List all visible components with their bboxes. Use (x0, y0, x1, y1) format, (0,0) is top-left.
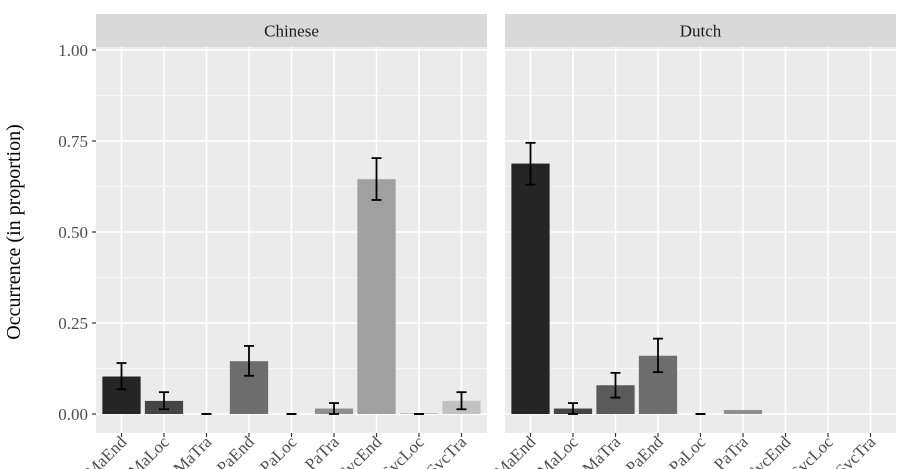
x-tick-label: PaTra (301, 432, 343, 469)
y-axis-label: Occurrence (in proportion) (3, 124, 25, 339)
y-tick-label: 1.00 (58, 41, 88, 60)
x-tick-label: MaTra (579, 432, 625, 469)
facet-strip (96, 14, 487, 47)
error-bar (329, 402, 339, 415)
facet-strip-label: Dutch (680, 22, 722, 41)
error-bar (371, 157, 382, 201)
error-bar (653, 337, 663, 374)
x-tick-label: SvcEnd (743, 432, 794, 469)
error-bar (159, 391, 169, 411)
bar-svcend (357, 179, 396, 414)
y-tick-label: 0.75 (58, 132, 88, 151)
x-tick-label: MaLoc (534, 432, 582, 469)
facet-strip (505, 14, 896, 47)
x-tick-label: PaEnd (213, 432, 258, 469)
bar-maend (511, 163, 550, 414)
y-tick-label: 0.00 (58, 405, 88, 424)
x-tick-label: MaTra (170, 432, 216, 469)
x-tick-label: MaEnd (491, 432, 540, 469)
x-tick-label: PaLoc (256, 432, 300, 469)
x-tick-label: SvcTra (423, 432, 471, 469)
error-bar (244, 345, 254, 377)
error-bar (568, 402, 578, 415)
y-tick-label: 0.25 (58, 314, 88, 333)
bar-patra (723, 409, 763, 414)
x-tick-label: MaEnd (82, 432, 131, 469)
error-bar (456, 391, 467, 411)
x-tick-label: MaLoc (125, 432, 173, 469)
x-tick-label: SvcEnd (334, 432, 385, 469)
x-tick-label: PaEnd (622, 432, 667, 469)
x-tick-label: PaTra (710, 432, 752, 469)
facet-strip-label: Chinese (264, 22, 319, 41)
y-tick-label: 0.50 (58, 223, 88, 242)
x-tick-label: SvcLoc (378, 432, 428, 469)
x-tick-label: PaLoc (665, 432, 709, 469)
error-bar (525, 141, 536, 186)
y-axis: 0.00 0.25 0.50 0.75 1.00 (58, 41, 96, 424)
x-tick-label: SvcTra (832, 432, 880, 469)
x-tick-label: SvcLoc (787, 432, 837, 469)
error-bar (610, 371, 621, 399)
error-bar (116, 362, 127, 391)
